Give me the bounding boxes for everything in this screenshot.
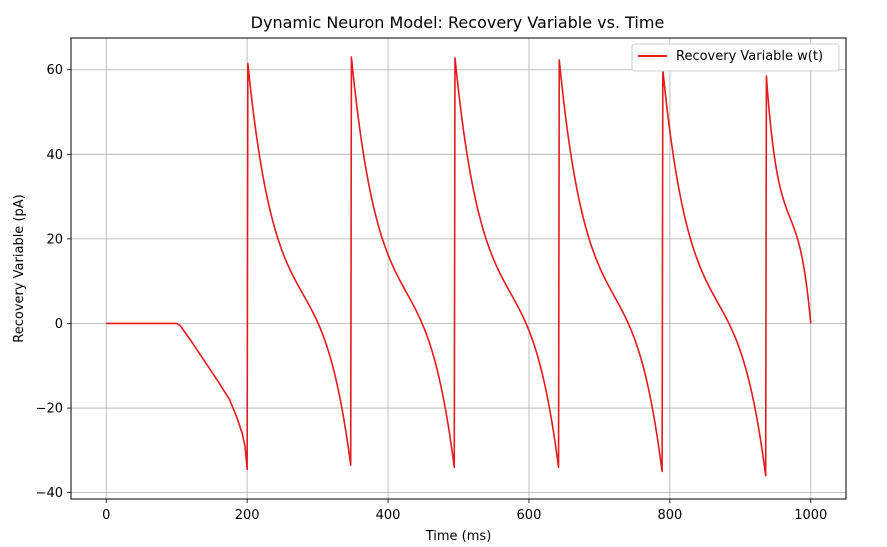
y-tick-label: −40 — [36, 486, 63, 501]
plot-frame — [70, 37, 847, 500]
x-tick-label: 200 — [235, 508, 260, 523]
x-tick-label: 800 — [657, 508, 682, 523]
x-tick-label: 1000 — [794, 508, 827, 523]
chart-title: Dynamic Neuron Model: Recovery Variable … — [251, 13, 665, 32]
y-tick-label: 20 — [46, 232, 63, 247]
y-axis-label: Recovery Variable (pA) — [12, 194, 27, 342]
legend-box — [631, 43, 840, 72]
x-tick-label: 0 — [102, 508, 110, 523]
series-line — [106, 56, 812, 477]
ticks: 0 200 400 600 800 1000 −40 −20 0 20 40 60 — [36, 63, 828, 523]
grid — [71, 38, 846, 499]
x-tick-label: 600 — [517, 508, 542, 523]
y-tick-label: 40 — [46, 148, 63, 163]
x-tick-label: 400 — [376, 508, 401, 523]
y-tick-label: 60 — [46, 63, 63, 78]
y-tick-label: −20 — [36, 402, 63, 417]
series-layer — [106, 56, 812, 477]
x-axis-label: Time (ms) — [425, 529, 492, 544]
legend-label: Recovery Variable w(t) — [676, 49, 823, 64]
y-tick-label: 0 — [55, 317, 63, 332]
legend: Recovery Variable w(t) — [631, 43, 840, 72]
